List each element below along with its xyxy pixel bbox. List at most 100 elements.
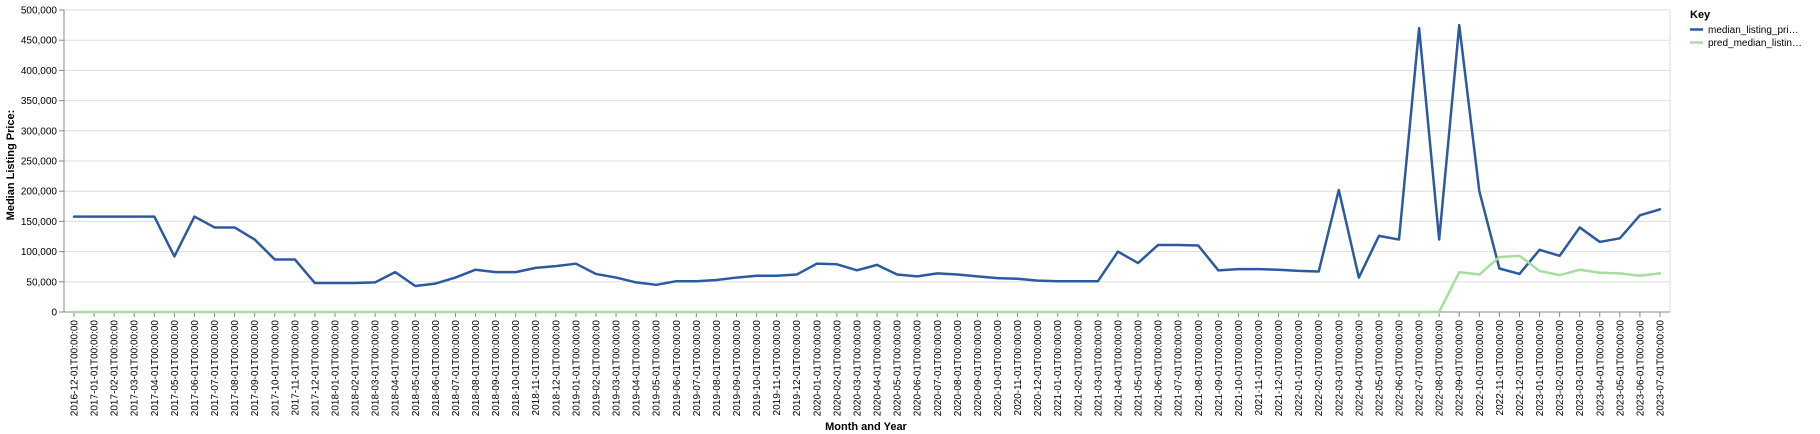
x-tick-label: 2018-08-01T00:00:00 bbox=[471, 320, 482, 417]
x-tick-label: 2022-10-01T00:00:00 bbox=[1475, 320, 1486, 417]
x-tick-label: 2023-04-01T00:00:00 bbox=[1595, 320, 1606, 417]
x-tick-label: 2022-08-01T00:00:00 bbox=[1435, 320, 1446, 417]
x-tick-label: 2023-02-01T00:00:00 bbox=[1555, 320, 1566, 417]
x-tick-label: 2018-02-01T00:00:00 bbox=[351, 320, 362, 417]
x-tick-label: 2023-05-01T00:00:00 bbox=[1615, 320, 1626, 417]
x-tick-label: 2020-06-01T00:00:00 bbox=[913, 320, 924, 417]
x-tick-label: 2022-09-01T00:00:00 bbox=[1455, 320, 1466, 417]
x-tick-label: 2020-09-01T00:00:00 bbox=[973, 320, 984, 417]
x-tick-label: 2017-09-01T00:00:00 bbox=[250, 320, 261, 417]
x-tick-label: 2017-04-01T00:00:00 bbox=[150, 320, 161, 417]
legend-label: pred_median_listin… bbox=[1708, 38, 1802, 49]
series-lines bbox=[72, 23, 1662, 314]
x-tick-label: 2018-10-01T00:00:00 bbox=[511, 320, 522, 417]
x-tick-label: 2022-11-01T00:00:00 bbox=[1495, 320, 1506, 416]
x-tick-label: 2021-02-01T00:00:00 bbox=[1073, 320, 1084, 417]
x-tick-label: 2018-04-01T00:00:00 bbox=[391, 320, 402, 417]
x-tick-label: 2019-10-01T00:00:00 bbox=[752, 320, 763, 417]
x-tick-label: 2022-04-01T00:00:00 bbox=[1354, 320, 1365, 417]
x-tick-label: 2022-12-01T00:00:00 bbox=[1515, 320, 1526, 417]
x-tick-label: 2021-10-01T00:00:00 bbox=[1234, 320, 1245, 417]
x-tick-label: 2021-08-01T00:00:00 bbox=[1194, 320, 1205, 417]
x-tick-label: 2021-03-01T00:00:00 bbox=[1093, 320, 1104, 417]
x-tick-label: 2017-02-01T00:00:00 bbox=[110, 320, 121, 417]
x-tick-label: 2017-01-01T00:00:00 bbox=[90, 320, 101, 417]
x-tick-label: 2019-06-01T00:00:00 bbox=[672, 320, 683, 417]
x-tick-label: 2018-11-01T00:00:00 bbox=[531, 320, 542, 416]
x-tick-label: 2022-02-01T00:00:00 bbox=[1314, 320, 1325, 417]
x-tick-label: 2020-03-01T00:00:00 bbox=[852, 320, 863, 417]
y-tick-label: 200,000 bbox=[21, 187, 58, 198]
x-tick-label: 2020-05-01T00:00:00 bbox=[893, 320, 904, 417]
axes: 0 50,000 100,000 150,000 200,000 250,000 300,0… bbox=[21, 6, 1670, 417]
x-tick-label: 2023-06-01T00:00:00 bbox=[1635, 320, 1646, 417]
x-tick-label: 2021-11-01T00:00:00 bbox=[1254, 320, 1265, 416]
y-tick-label: 450,000 bbox=[21, 36, 58, 47]
x-tick-label: 2022-06-01T00:00:00 bbox=[1395, 320, 1406, 417]
x-tick-label: 2020-08-01T00:00:00 bbox=[953, 320, 964, 417]
x-tick-label: 2019-11-01T00:00:00 bbox=[772, 320, 783, 416]
legend: Key median_listing_pri… pred_median_listi… bbox=[1690, 9, 1802, 49]
x-tick-label: 2021-09-01T00:00:00 bbox=[1214, 320, 1225, 417]
x-tick-label: 2020-07-01T00:00:00 bbox=[933, 320, 944, 417]
x-tick-label: 2018-05-01T00:00:00 bbox=[411, 320, 422, 417]
legend-items: median_listing_pri… pred_median_listin… bbox=[1690, 25, 1802, 49]
x-tick-label: 2018-12-01T00:00:00 bbox=[551, 320, 562, 417]
x-tick-label: 2020-10-01T00:00:00 bbox=[993, 320, 1004, 417]
x-tick-label: 2021-06-01T00:00:00 bbox=[1154, 320, 1165, 417]
x-tick-label: 2017-07-01T00:00:00 bbox=[210, 320, 221, 417]
x-tick-label: 2018-01-01T00:00:00 bbox=[330, 320, 341, 417]
legend-title: Key bbox=[1690, 9, 1711, 21]
x-tick-label: 2019-04-01T00:00:00 bbox=[632, 320, 643, 417]
y-tick-label: 150,000 bbox=[21, 217, 58, 228]
x-tick-label: 2017-05-01T00:00:00 bbox=[170, 320, 181, 417]
x-tick-label: 2020-01-01T00:00:00 bbox=[812, 320, 823, 417]
y-tick-label: 100,000 bbox=[21, 247, 58, 258]
x-tick-label: 2021-01-01T00:00:00 bbox=[1053, 320, 1064, 417]
y-axis-title: Median Listing Price: bbox=[5, 110, 17, 221]
y-tick-label: 50,000 bbox=[26, 277, 57, 288]
x-tick-label: 2020-11-01T00:00:00 bbox=[1013, 320, 1024, 416]
x-tick-label: 2019-12-01T00:00:00 bbox=[792, 320, 803, 417]
x-tick-label: 2019-02-01T00:00:00 bbox=[591, 320, 602, 417]
y-tick-label: 300,000 bbox=[21, 126, 58, 137]
y-tick-label: 350,000 bbox=[21, 96, 58, 107]
x-tick-label: 2019-09-01T00:00:00 bbox=[732, 320, 743, 417]
x-tick-label: 2019-08-01T00:00:00 bbox=[712, 320, 723, 417]
x-tick-label: 2020-04-01T00:00:00 bbox=[873, 320, 884, 417]
x-tick-label: 2020-02-01T00:00:00 bbox=[832, 320, 843, 417]
y-tick-label: 0 bbox=[51, 308, 57, 319]
x-tick-label: 2021-12-01T00:00:00 bbox=[1274, 320, 1285, 417]
x-tick-label: 2018-09-01T00:00:00 bbox=[491, 320, 502, 417]
x-tick-label: 2023-01-01T00:00:00 bbox=[1535, 320, 1546, 417]
x-axis-title: Month and Year bbox=[825, 421, 907, 433]
x-tick-label: 2021-04-01T00:00:00 bbox=[1113, 320, 1124, 417]
x-tick-label: 2019-03-01T00:00:00 bbox=[612, 320, 623, 417]
x-tick-label: 2017-08-01T00:00:00 bbox=[230, 320, 241, 417]
x-tick-label: 2017-10-01T00:00:00 bbox=[270, 320, 281, 417]
x-tick-label: 2021-05-01T00:00:00 bbox=[1134, 320, 1145, 417]
x-tick-label: 2019-05-01T00:00:00 bbox=[652, 320, 663, 417]
x-tick-label: 2018-03-01T00:00:00 bbox=[371, 320, 382, 417]
x-tick-label: 2023-03-01T00:00:00 bbox=[1575, 320, 1586, 417]
x-tick-label: 2022-03-01T00:00:00 bbox=[1334, 320, 1345, 417]
y-tick-label: 500,000 bbox=[21, 6, 58, 17]
x-tick-label: 2022-07-01T00:00:00 bbox=[1415, 320, 1426, 417]
x-tick-label: 2019-01-01T00:00:00 bbox=[571, 320, 582, 417]
x-tick-label: 2017-12-01T00:00:00 bbox=[310, 320, 321, 417]
x-tick-label: 2022-05-01T00:00:00 bbox=[1374, 320, 1385, 417]
x-tick-label: 2021-07-01T00:00:00 bbox=[1174, 320, 1185, 417]
legend-label: median_listing_pri… bbox=[1708, 25, 1799, 36]
x-tick-label: 2018-07-01T00:00:00 bbox=[451, 320, 462, 417]
x-tick-label: 2023-07-01T00:00:00 bbox=[1656, 320, 1667, 417]
x-tick-label: 2016-12-01T00:00:00 bbox=[70, 320, 81, 417]
x-tick-label: 2017-03-01T00:00:00 bbox=[130, 320, 141, 417]
x-tick-label: 2017-11-01T00:00:00 bbox=[290, 320, 301, 416]
x-tick-label: 2017-06-01T00:00:00 bbox=[190, 320, 201, 417]
y-tick-label: 400,000 bbox=[21, 66, 58, 77]
y-tick-label: 250,000 bbox=[21, 157, 58, 168]
series-line-2 bbox=[72, 254, 1662, 314]
x-tick-label: 2022-01-01T00:00:00 bbox=[1294, 320, 1305, 417]
